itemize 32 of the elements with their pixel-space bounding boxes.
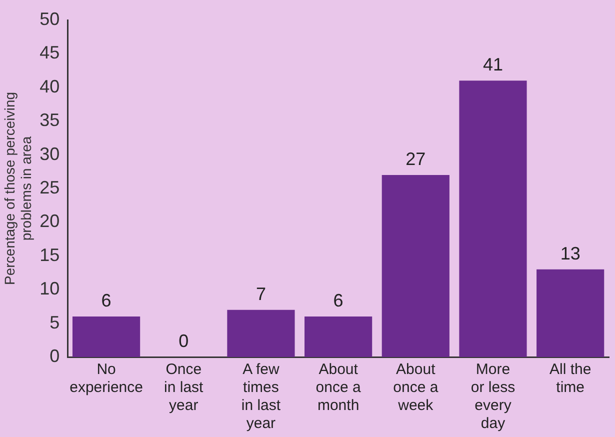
data-label: 41	[482, 54, 504, 75]
x-tick-label: All the time	[549, 361, 592, 396]
y-tick-label: 20	[40, 211, 60, 232]
x-tick-label: No experience	[70, 361, 143, 396]
y-axis-title: Percentage of those perceiving problems in area	[1, 92, 34, 286]
y-tick-label: 45	[40, 42, 60, 63]
data-label: 27	[406, 148, 426, 169]
x-tick-label: Once in last year	[164, 361, 204, 414]
bar	[382, 175, 450, 357]
y-tick-label: 5	[50, 312, 60, 332]
x-tick-label: About once a week	[393, 361, 439, 414]
y-tick-label: 10	[40, 278, 60, 299]
bar	[536, 269, 604, 357]
bar	[227, 310, 295, 357]
y-tick-label: 30	[40, 144, 60, 164]
x-tick-label: About once a month	[316, 361, 362, 414]
y-tick-label: 40	[40, 76, 60, 96]
bar	[459, 80, 527, 357]
y-tick-label: 0	[50, 346, 60, 366]
x-tick-label: A few times in last year	[241, 361, 282, 432]
data-label: 7	[256, 284, 266, 304]
x-tick-label: More or less every day	[470, 361, 516, 432]
bar	[72, 316, 140, 357]
bar	[304, 316, 372, 357]
data-label: 13	[560, 243, 580, 264]
data-label: 6	[333, 290, 344, 311]
y-tick-label: 35	[40, 110, 60, 130]
y-tick-label: 25	[40, 177, 60, 198]
data-label: 0	[178, 330, 189, 351]
data-label: 6	[101, 290, 112, 311]
y-tick-label: 50	[40, 8, 60, 29]
y-tick-label: 15	[40, 244, 60, 265]
